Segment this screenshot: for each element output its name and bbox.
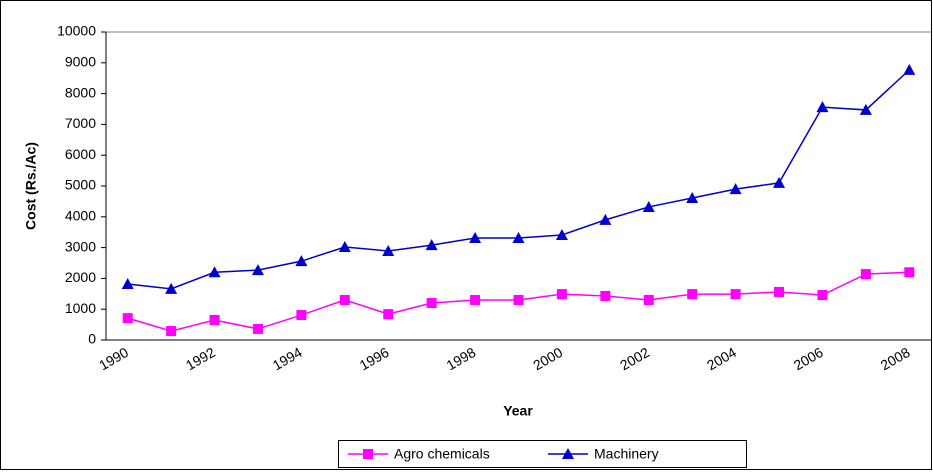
data-point xyxy=(382,244,395,256)
data-point xyxy=(208,266,221,278)
data-point xyxy=(338,240,351,252)
data-point xyxy=(773,176,786,188)
data-point xyxy=(903,63,916,75)
data-point xyxy=(600,290,611,301)
data-point xyxy=(209,314,220,325)
data-point xyxy=(121,277,134,289)
x-tick-label: 1990 xyxy=(96,344,131,374)
data-point xyxy=(512,232,525,244)
data-point xyxy=(686,192,699,204)
legend-label: Machinery xyxy=(594,446,659,462)
data-point xyxy=(599,213,612,225)
y-tick-label: 0 xyxy=(88,331,96,347)
y-tick-label: 7000 xyxy=(65,115,96,131)
legend-marker xyxy=(363,449,373,459)
y-tick-label: 6000 xyxy=(65,146,96,162)
x-tick-label: 2006 xyxy=(791,344,826,374)
y-axis-title: Cost (Rs./Ac) xyxy=(23,142,39,230)
data-point xyxy=(513,294,524,305)
data-point xyxy=(122,313,133,324)
legend-label: Agro chemicals xyxy=(394,446,490,462)
y-tick-label: 9000 xyxy=(65,54,96,70)
x-tick-label: 2004 xyxy=(704,344,739,374)
legend-marker xyxy=(562,448,574,459)
data-point xyxy=(252,323,263,334)
data-point xyxy=(556,289,567,300)
data-point xyxy=(642,200,655,212)
data-point xyxy=(296,310,307,321)
data-point xyxy=(730,289,741,300)
data-point xyxy=(425,239,438,251)
x-tick-label: 1998 xyxy=(443,344,478,374)
x-tick-label: 2002 xyxy=(617,344,652,374)
data-point xyxy=(251,264,264,276)
data-point xyxy=(859,103,872,115)
data-point xyxy=(165,282,178,294)
y-tick-label: 10000 xyxy=(57,23,96,39)
data-point xyxy=(295,255,308,267)
x-axis-title: Year xyxy=(503,403,533,419)
y-tick-label: 3000 xyxy=(65,238,96,254)
series-line xyxy=(127,69,910,290)
data-point xyxy=(774,286,785,297)
data-point xyxy=(426,298,437,309)
x-tick-label: 2008 xyxy=(878,344,913,374)
y-tick-label: 8000 xyxy=(65,84,96,100)
data-point xyxy=(339,294,350,305)
x-tick-label: 1996 xyxy=(357,344,392,374)
data-point xyxy=(816,101,829,113)
data-point xyxy=(555,228,568,240)
y-tick-label: 2000 xyxy=(65,269,96,285)
y-tick-label: 4000 xyxy=(65,208,96,224)
y-tick-label: 1000 xyxy=(65,300,96,316)
legend-box xyxy=(338,440,747,468)
data-point xyxy=(729,183,742,195)
data-point xyxy=(166,326,177,337)
data-point xyxy=(469,232,482,244)
data-point xyxy=(643,294,654,305)
data-point xyxy=(470,294,481,305)
y-tick-label: 5000 xyxy=(65,177,96,193)
x-tick-label: 1992 xyxy=(183,344,218,374)
data-point xyxy=(817,290,828,301)
data-point xyxy=(860,269,871,280)
data-point xyxy=(383,309,394,320)
data-point xyxy=(904,267,915,278)
data-point xyxy=(687,289,698,300)
x-tick-label: 2000 xyxy=(530,344,565,374)
x-tick-label: 1994 xyxy=(270,344,305,374)
